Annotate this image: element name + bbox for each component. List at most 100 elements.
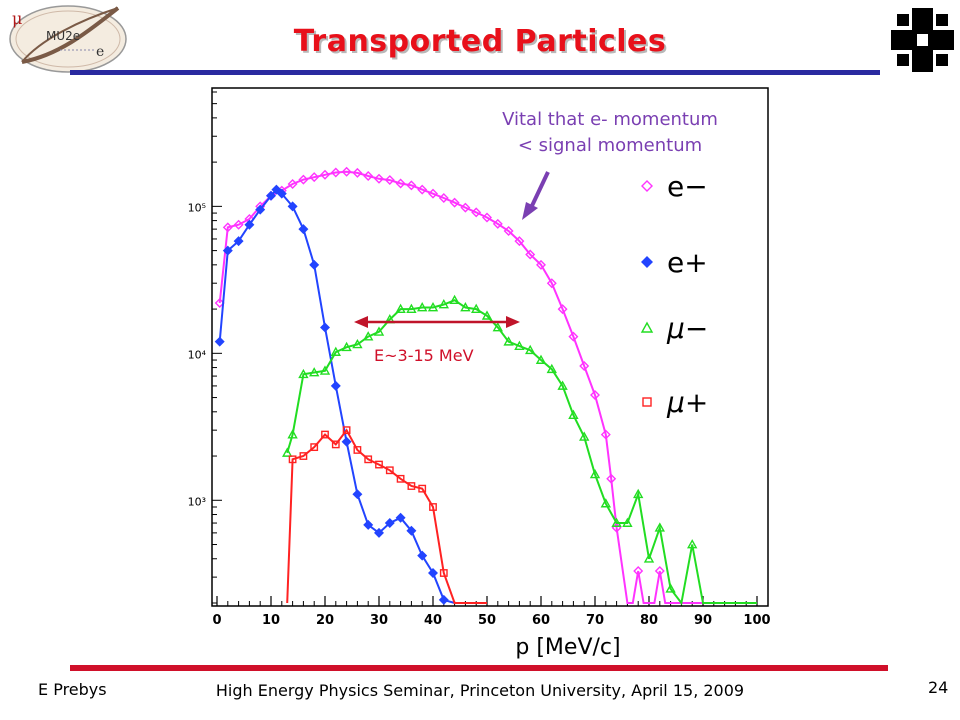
data-point — [341, 341, 352, 352]
footer-event: High Energy Physics Seminar, Princeton U… — [215, 681, 745, 700]
momentum-arrow — [522, 171, 550, 220]
legend-marker — [641, 180, 653, 192]
data-point — [417, 184, 428, 195]
data-point — [320, 322, 330, 333]
data-point — [266, 190, 276, 201]
data-point — [384, 175, 395, 186]
data-point — [579, 360, 590, 371]
series-line — [218, 188, 487, 604]
data-point — [622, 517, 633, 527]
series-2 — [282, 294, 757, 606]
data-point — [233, 236, 244, 247]
data-point — [654, 522, 665, 532]
data-point — [299, 452, 308, 460]
data-point — [407, 482, 416, 490]
data-point — [449, 294, 460, 305]
data-point — [514, 340, 525, 350]
svg-text:e: e — [96, 44, 104, 60]
data-point — [492, 321, 503, 332]
series-1 — [214, 184, 487, 605]
data-point — [557, 304, 568, 315]
data-point — [395, 512, 406, 523]
x-tick-label: 80 — [640, 613, 658, 628]
data-point — [687, 539, 698, 549]
data-point — [525, 344, 536, 355]
data-point — [535, 354, 547, 364]
data-point — [384, 518, 395, 529]
data-point — [373, 326, 385, 336]
x-tick-label: 50 — [478, 613, 496, 628]
data-point — [606, 473, 617, 484]
x-tick-label: 90 — [694, 613, 712, 628]
legend-marker — [640, 321, 654, 333]
data-point — [276, 188, 287, 199]
data-point — [375, 460, 383, 469]
data-point — [428, 568, 438, 578]
data-point — [568, 409, 579, 419]
data-point — [342, 426, 351, 435]
momentum-annotation: Vital that e- momentum < signal momentum — [470, 107, 750, 159]
mu2e-logo-text: MU2e — [46, 29, 80, 43]
data-point — [363, 170, 374, 181]
data-point — [417, 302, 428, 312]
data-point — [471, 303, 482, 313]
data-point — [385, 466, 394, 475]
plot-frame — [211, 87, 769, 607]
data-point — [287, 178, 298, 189]
data-point — [255, 204, 266, 215]
data-point — [319, 365, 331, 375]
data-point — [395, 178, 406, 189]
data-point — [492, 218, 503, 229]
data-point — [222, 245, 233, 256]
data-point — [633, 488, 644, 499]
data-point — [427, 302, 439, 312]
data-point — [438, 594, 449, 605]
x-tick-label: 10 — [262, 613, 280, 628]
data-point — [214, 336, 225, 347]
data-point — [330, 167, 341, 178]
series-line — [218, 170, 757, 604]
slide-title: Transported Particles — [293, 24, 667, 59]
footer-rule — [70, 665, 888, 671]
data-point — [438, 299, 449, 309]
data-point — [503, 225, 514, 236]
title-underline — [70, 70, 880, 75]
data-point — [568, 331, 579, 342]
data-point — [352, 338, 363, 349]
footer-author: E Prebys — [38, 680, 107, 699]
data-point — [429, 503, 437, 511]
data-point — [320, 169, 330, 180]
legend-label: μ− — [666, 312, 708, 345]
data-point — [233, 219, 244, 230]
data-point — [309, 259, 320, 270]
series-3 — [286, 426, 487, 604]
data-point — [298, 368, 309, 379]
data-point — [222, 222, 233, 233]
data-point — [298, 224, 309, 235]
energy-range-arrow — [354, 316, 520, 328]
data-point — [309, 367, 320, 377]
fermilab-logo — [891, 8, 954, 72]
data-point — [406, 303, 417, 313]
data-point — [460, 202, 471, 213]
legend-marker — [641, 256, 653, 268]
svg-text:μ: μ — [12, 9, 22, 28]
data-point — [309, 172, 320, 183]
data-point — [481, 310, 493, 320]
data-point — [364, 455, 373, 464]
y-tick-label: 10⁴ — [188, 348, 207, 361]
data-point — [271, 184, 282, 195]
data-point — [439, 569, 448, 577]
legend-label: e+ — [667, 246, 708, 279]
mu2e-logo: μ MU2e e — [9, 5, 127, 73]
x-tick-label: 20 — [316, 613, 334, 628]
data-point — [244, 219, 255, 230]
data-point — [438, 193, 449, 203]
data-point — [287, 201, 298, 212]
legend-label: e− — [667, 170, 708, 203]
data-point — [633, 566, 644, 577]
x-tick-label: 100 — [743, 613, 770, 628]
data-point — [600, 429, 611, 440]
data-point — [546, 363, 557, 374]
